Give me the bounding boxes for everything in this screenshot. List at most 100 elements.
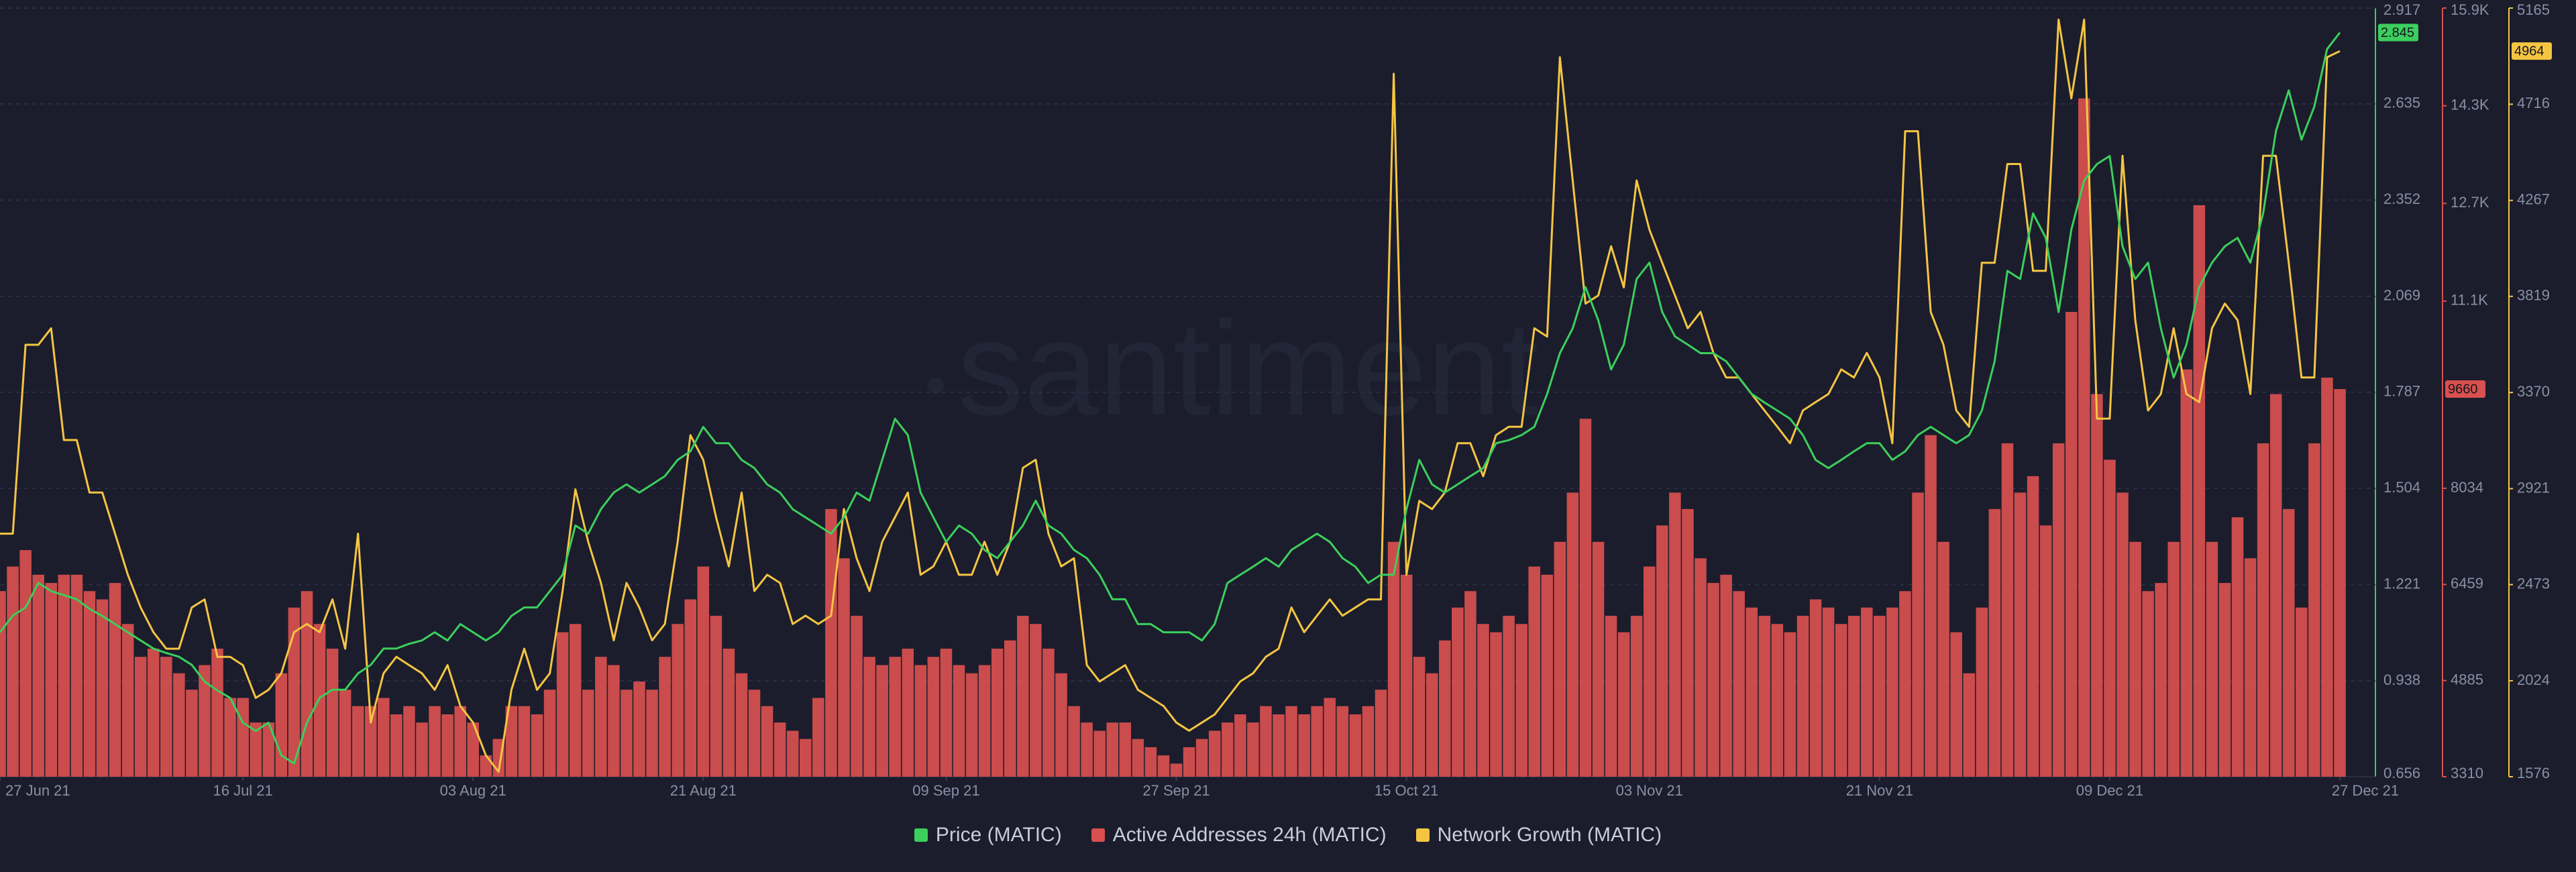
bar [505, 706, 518, 777]
x-tick-label: 03 Nov 21 [1616, 782, 1683, 799]
bar [58, 574, 70, 777]
bar [812, 698, 824, 777]
y-tick-label: 4267 [2517, 191, 2550, 208]
bar [441, 714, 453, 777]
bar [313, 624, 326, 777]
bar [965, 673, 978, 777]
bar [403, 706, 415, 777]
y-tick-label: 2.069 [2383, 287, 2420, 304]
bar [2039, 525, 2052, 777]
bar [2218, 583, 2231, 777]
bar [1030, 624, 1042, 777]
y-tick-label: 0.656 [2383, 765, 2420, 781]
bar [697, 566, 710, 777]
bar [633, 682, 645, 777]
bar [2091, 394, 2103, 777]
bar [1925, 435, 1937, 777]
bar [1503, 616, 1515, 777]
bar [1349, 714, 1362, 777]
y-tick-label: 1.221 [2383, 575, 2420, 592]
bar [2180, 369, 2193, 777]
legend-item[interactable]: Network Growth (MATIC) [1415, 824, 1662, 847]
bar [2129, 541, 2141, 777]
bar [160, 657, 172, 777]
bar [1605, 616, 1617, 777]
x-tick-label: 03 Aug 21 [440, 782, 506, 799]
y-tick-label: 15.9K [2451, 1, 2489, 18]
chart: santiment 0.656 0.938 1.221 1.504 1.787 2.069… [0, 1, 2552, 799]
bar [2001, 443, 2014, 777]
legend-item[interactable]: Active Addresses 24h (MATIC) [1091, 824, 1387, 847]
bar [1222, 722, 1234, 777]
x-tick-label: 27 Sep 21 [1142, 782, 1210, 799]
bar [1426, 673, 1438, 777]
bar [1387, 541, 1400, 777]
bar [1490, 632, 1502, 777]
y-tick-label: 8034 [2451, 479, 2483, 496]
legend-label: Network Growth (MATIC) [1437, 824, 1662, 846]
bar [1439, 640, 1451, 777]
bar [0, 591, 6, 777]
y-tick-label: 12.7K [2451, 194, 2489, 211]
y-tick-label: 2473 [2517, 575, 2550, 592]
legend: Price (MATIC) Active Addresses 24h (MATIC… [0, 824, 2576, 847]
bar [1119, 722, 1132, 777]
x-tick-label: 21 Nov 21 [1846, 782, 1913, 799]
x-tick-label: 09 Sep 21 [912, 782, 979, 799]
y-tick-label: 2.917 [2383, 1, 2420, 18]
line [0, 32, 2341, 765]
bar [1912, 492, 1924, 777]
bar [2231, 517, 2244, 777]
bar [429, 706, 441, 777]
y-tick-label: 5165 [2517, 1, 2550, 18]
bar [109, 583, 121, 777]
bar [1746, 607, 1758, 777]
bar [2065, 312, 2078, 777]
bar [1733, 591, 1745, 777]
y-tick-label: 14.3K [2451, 96, 2489, 113]
bar [735, 673, 748, 777]
bar [595, 657, 607, 777]
legend-label: Active Addresses 24h (MATIC) [1112, 824, 1387, 846]
legend-swatch [914, 828, 928, 842]
bar [825, 508, 837, 777]
bar [1822, 607, 1835, 777]
bar [7, 566, 19, 777]
bar [2296, 607, 2308, 777]
bar [1874, 616, 1886, 777]
bar [1375, 690, 1387, 777]
bar [237, 698, 249, 777]
bar [147, 649, 160, 777]
bar [2078, 98, 2090, 777]
bar [275, 673, 288, 777]
bar [1707, 583, 1719, 777]
bar [1758, 616, 1771, 777]
bar [301, 591, 313, 777]
bar [1132, 739, 1144, 777]
bar [1835, 624, 1847, 777]
bar [1656, 525, 1668, 777]
bar [1630, 616, 1643, 777]
bar [773, 722, 786, 777]
bar [339, 690, 352, 777]
bar [838, 558, 850, 777]
bar [1183, 747, 1195, 777]
y-tick-label: 2921 [2517, 479, 2550, 496]
y-tick-label: 0.938 [2383, 671, 2420, 688]
bar-series [0, 98, 2346, 777]
legend-item[interactable]: Price (MATIC) [914, 824, 1062, 847]
bar [1695, 558, 1707, 777]
y-tick-label: 11.1K [2451, 292, 2488, 309]
legend-swatch [1091, 828, 1105, 842]
bar [889, 657, 901, 777]
bar [211, 649, 223, 777]
bar [1004, 640, 1016, 777]
bar [2257, 443, 2269, 777]
legend-swatch [1415, 828, 1430, 842]
y-tick-label: 1576 [2517, 765, 2550, 781]
bar [710, 616, 722, 777]
bar [914, 665, 927, 777]
y-tick-label: 4716 [2517, 95, 2550, 111]
y-tick-label: 3819 [2517, 287, 2550, 304]
